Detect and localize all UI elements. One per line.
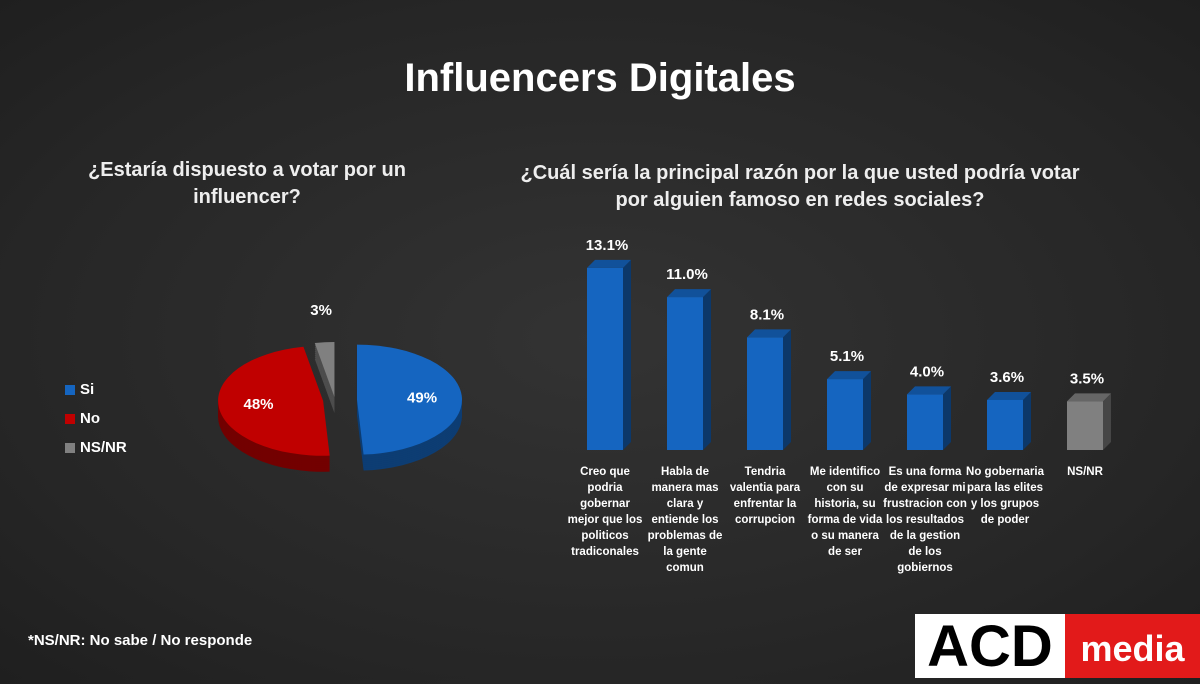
legend-swatch	[65, 385, 75, 395]
page-title: Influencers Digitales	[404, 56, 796, 100]
bar	[907, 394, 943, 450]
bar-top	[667, 289, 711, 298]
bar-value-label: 3.6%	[990, 369, 1024, 386]
bar	[987, 399, 1023, 450]
bar-side	[1023, 391, 1031, 450]
bar-value-label: 4.0%	[910, 363, 944, 380]
bar	[747, 337, 783, 450]
legend-label: Si	[80, 381, 94, 398]
pie-value-label: 48%	[243, 396, 273, 413]
pie-title: ¿Estaría dispuesto a votar por un influe…	[88, 159, 406, 208]
logo-left: ACD	[915, 614, 1065, 679]
pie-slice	[314, 342, 335, 398]
x-tick-label: Creo que podria gobernar mejor que los p…	[567, 466, 643, 558]
bar-value-label: 11.0%	[666, 266, 708, 283]
footnote: *NS/NR: No sabe / No responde	[28, 632, 253, 649]
legend-label: NS/NR	[80, 439, 127, 456]
logo-right: media	[1065, 614, 1200, 678]
pie-value-label: 49%	[407, 390, 437, 407]
bar-side	[783, 329, 791, 450]
bar-top	[587, 259, 631, 268]
x-tick-label: Es una forma de expresar mi frustracion …	[883, 466, 967, 574]
bar-side	[623, 259, 631, 450]
pie-slice	[218, 346, 330, 456]
bar-top	[907, 386, 951, 395]
bar	[1067, 401, 1103, 450]
bar-value-label: 5.1%	[830, 348, 864, 365]
x-tick-label: NS/NR	[1067, 466, 1103, 478]
bar-title: ¿Cuál sería la principal razón por la qu…	[520, 162, 1080, 211]
pie-slice	[356, 344, 462, 455]
x-tick-label: Tendria valentia para enfrentar la corru…	[729, 466, 801, 526]
x-tick-label: Habla de manera mas clara y entiende los…	[647, 466, 723, 574]
bar-value-label: 13.1%	[586, 237, 629, 254]
legend-label: No	[80, 410, 100, 427]
bar	[827, 379, 863, 450]
bar-side	[943, 386, 951, 450]
bar	[587, 267, 623, 450]
legend-swatch	[65, 443, 75, 453]
bar-top	[827, 371, 871, 380]
bar-top	[987, 391, 1031, 400]
x-tick-label: No gobernaria para las elites y los grup…	[966, 466, 1044, 526]
bar-value-label: 3.5%	[1070, 370, 1104, 387]
bar-side	[1103, 393, 1111, 450]
x-tick-label: Me identifico con su historia, su forma …	[807, 466, 883, 558]
bar-value-label: 8.1%	[750, 306, 784, 323]
pie-value-label: 3%	[310, 302, 332, 319]
bar	[667, 297, 703, 450]
bar-side	[703, 289, 711, 450]
bar-side	[863, 371, 871, 450]
legend-swatch	[65, 414, 75, 424]
bar-top	[747, 329, 791, 338]
bar-top	[1067, 393, 1111, 402]
